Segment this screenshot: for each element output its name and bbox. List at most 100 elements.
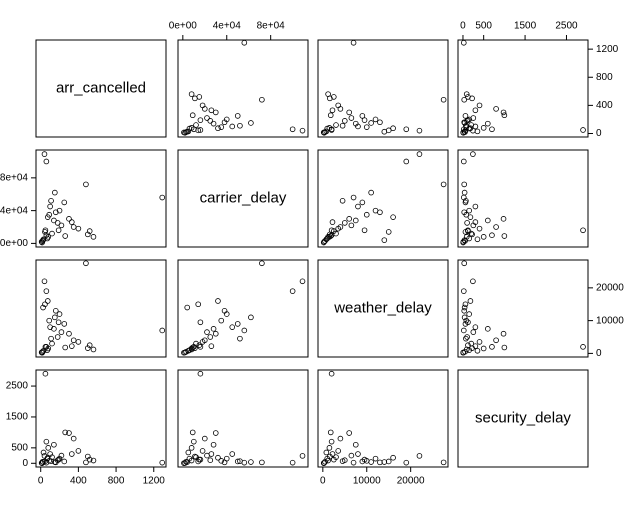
point bbox=[189, 112, 196, 119]
point bbox=[403, 459, 410, 466]
point bbox=[75, 448, 82, 454]
point bbox=[337, 106, 344, 112]
point bbox=[327, 231, 333, 238]
point bbox=[192, 95, 198, 102]
point bbox=[461, 314, 468, 321]
point bbox=[480, 125, 487, 131]
point bbox=[381, 128, 388, 135]
point bbox=[500, 109, 507, 116]
point bbox=[195, 127, 202, 134]
point bbox=[207, 334, 214, 340]
point bbox=[66, 430, 72, 436]
point bbox=[58, 222, 65, 229]
point bbox=[341, 118, 348, 124]
point bbox=[39, 349, 45, 356]
point bbox=[489, 126, 495, 133]
point bbox=[485, 217, 491, 224]
point bbox=[472, 219, 479, 225]
point bbox=[41, 278, 48, 285]
point bbox=[346, 216, 352, 222]
point bbox=[218, 124, 225, 130]
point bbox=[355, 451, 361, 457]
point bbox=[192, 345, 198, 351]
point bbox=[40, 237, 46, 243]
y-tick-label: 400 bbox=[596, 100, 613, 111]
point bbox=[467, 214, 474, 220]
point bbox=[341, 220, 348, 226]
point bbox=[335, 448, 342, 454]
point bbox=[493, 337, 499, 344]
point bbox=[234, 458, 241, 465]
point bbox=[241, 40, 248, 46]
panel-frame bbox=[317, 369, 449, 468]
point bbox=[368, 189, 374, 196]
point bbox=[331, 94, 337, 100]
point bbox=[350, 459, 357, 466]
point bbox=[85, 345, 91, 351]
point bbox=[501, 233, 508, 239]
point bbox=[461, 260, 468, 267]
point bbox=[56, 311, 63, 317]
point bbox=[48, 335, 54, 342]
point bbox=[237, 458, 243, 464]
point bbox=[45, 445, 52, 451]
point bbox=[465, 319, 471, 326]
point bbox=[42, 370, 49, 377]
point bbox=[70, 337, 77, 344]
point bbox=[44, 298, 51, 304]
point bbox=[361, 456, 368, 463]
point bbox=[460, 158, 467, 165]
point bbox=[299, 127, 306, 134]
point bbox=[461, 304, 468, 311]
point bbox=[485, 326, 491, 332]
point bbox=[68, 219, 75, 225]
point bbox=[42, 229, 48, 235]
y-tick-label: 10000 bbox=[596, 315, 624, 326]
point bbox=[43, 232, 50, 239]
point bbox=[403, 158, 410, 165]
point bbox=[440, 459, 447, 466]
point bbox=[359, 113, 366, 119]
point bbox=[47, 203, 53, 210]
point bbox=[237, 122, 243, 129]
point bbox=[333, 122, 339, 128]
point bbox=[66, 216, 72, 222]
point bbox=[472, 324, 479, 330]
point bbox=[372, 455, 379, 462]
point bbox=[339, 197, 346, 204]
point bbox=[320, 460, 327, 466]
point bbox=[580, 344, 586, 350]
x-tick-label: 1200 bbox=[143, 476, 166, 487]
point bbox=[377, 119, 383, 126]
point bbox=[204, 115, 210, 121]
point bbox=[501, 344, 508, 351]
y-tick-label: 1500 bbox=[6, 412, 29, 423]
point bbox=[323, 449, 330, 456]
point bbox=[327, 95, 333, 102]
panel-frame bbox=[457, 369, 589, 468]
point bbox=[493, 106, 499, 112]
x-tick-label: 4e+04 bbox=[213, 21, 242, 32]
point bbox=[199, 339, 206, 345]
y-tick-label: 0e+00 bbox=[0, 238, 28, 249]
point bbox=[212, 330, 219, 337]
panel-frame bbox=[35, 259, 167, 358]
point bbox=[259, 260, 265, 267]
point bbox=[470, 329, 477, 335]
point bbox=[461, 209, 468, 216]
point bbox=[329, 107, 336, 114]
point bbox=[289, 459, 296, 466]
point bbox=[229, 324, 236, 330]
point bbox=[474, 236, 481, 243]
point bbox=[460, 327, 467, 334]
point bbox=[485, 120, 491, 127]
variable-name: security_delay bbox=[475, 409, 571, 426]
point bbox=[48, 197, 54, 204]
point bbox=[61, 458, 68, 465]
point bbox=[416, 151, 423, 157]
point bbox=[361, 227, 368, 234]
panel-frame bbox=[35, 39, 167, 138]
point bbox=[229, 451, 236, 457]
point bbox=[197, 456, 204, 463]
